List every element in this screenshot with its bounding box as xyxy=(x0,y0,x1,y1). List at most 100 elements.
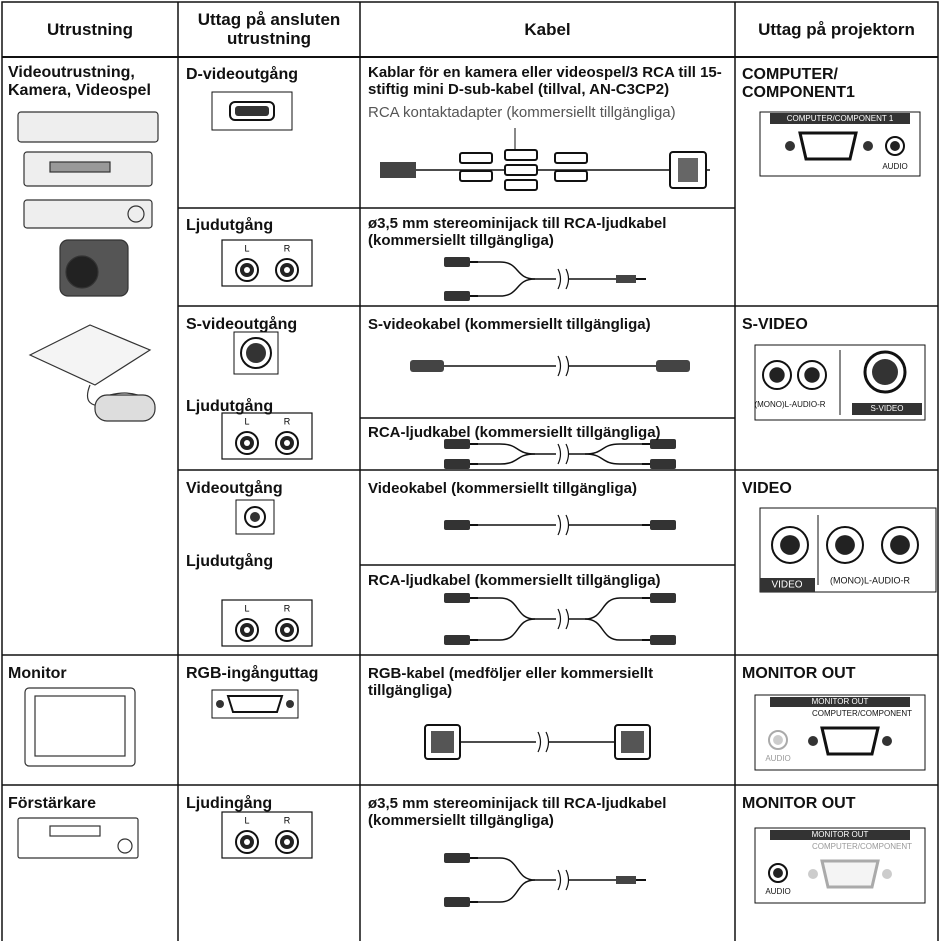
cable-break xyxy=(556,874,568,886)
cable: RCA-ljudkabel (kommersiellt tillgängliga… xyxy=(368,572,661,589)
plug xyxy=(616,275,636,283)
device xyxy=(28,324,152,386)
panel-strip xyxy=(770,830,910,840)
cable: RCA-ljudkabel (kommersiellt tillgängliga… xyxy=(368,424,661,441)
panel-strip xyxy=(852,403,922,415)
panel-label: VIDEO xyxy=(771,580,802,591)
terminal: VIDEO xyxy=(742,480,792,497)
panel-jack xyxy=(808,869,818,879)
jack-label: R xyxy=(284,603,291,613)
jack xyxy=(284,627,290,633)
jack xyxy=(244,267,250,273)
cable xyxy=(584,443,650,455)
panel-jack xyxy=(773,868,783,878)
terminal: MONITOR OUT xyxy=(742,795,856,812)
jack xyxy=(284,440,290,446)
panel-jack xyxy=(890,535,910,555)
cable-note: RCA kontaktadapter (kommersiellt tillgän… xyxy=(368,104,676,121)
plug xyxy=(504,179,538,191)
cable: Videokabel (kommersiellt tillgängliga) xyxy=(368,480,637,497)
panel-label: COMPUTER/COMPONENT xyxy=(812,709,912,718)
cable xyxy=(470,879,536,903)
device xyxy=(23,199,153,229)
jack xyxy=(250,512,260,522)
jack xyxy=(226,695,284,713)
cable xyxy=(584,453,650,465)
panel-jack xyxy=(882,736,892,746)
terminal: S-VIDEO xyxy=(742,316,808,333)
cable xyxy=(470,597,536,620)
panel-label: AUDIO xyxy=(765,754,790,763)
plug xyxy=(444,897,470,907)
cable-break xyxy=(557,443,570,465)
jack xyxy=(244,627,250,633)
jack xyxy=(244,440,250,446)
panel-label: MONITOR OUT xyxy=(812,697,869,706)
equipment: Videoutrustning, Kamera, Videospel xyxy=(8,64,151,100)
cable: S-videokabel (kommersiellt tillgängliga) xyxy=(368,316,651,333)
plug xyxy=(380,162,416,178)
jack xyxy=(246,343,266,363)
panel-jack xyxy=(863,141,873,151)
plug xyxy=(650,439,676,449)
panel-label: COMPUTER/COMPONENT xyxy=(812,842,912,851)
panel-jack xyxy=(808,736,818,746)
panel-jack xyxy=(820,726,880,756)
cable-break xyxy=(556,273,568,285)
header-cell: Utrustning xyxy=(47,19,133,39)
cable-break xyxy=(556,360,568,372)
panel-label: MONITOR OUT xyxy=(812,830,869,839)
jack-label: R xyxy=(284,416,291,426)
equipment: Monitor xyxy=(8,665,67,682)
plug xyxy=(444,853,470,863)
device xyxy=(94,394,156,422)
plug xyxy=(444,520,470,530)
output: RGB-ingånguttag xyxy=(186,665,319,682)
cable-break xyxy=(557,514,570,536)
cable xyxy=(584,597,650,620)
cable: ø3,5 mm stereominijack till RCA-ljudkabe… xyxy=(368,795,667,830)
panel-jack xyxy=(773,735,783,745)
cable-break xyxy=(557,608,570,630)
jack-panel xyxy=(221,811,313,859)
plug xyxy=(444,257,470,267)
jack-panel xyxy=(221,239,313,287)
panel-jack xyxy=(882,869,892,879)
jack xyxy=(286,700,294,708)
panel-label: AUDIO xyxy=(882,162,907,171)
output: Ljudingång xyxy=(186,795,273,812)
plug xyxy=(650,459,676,469)
jack xyxy=(284,267,290,273)
header-cell: Uttag på ansluten utrustning xyxy=(197,10,341,48)
jack-label: L xyxy=(244,243,249,253)
terminal: COMPUTER/ COMPONENT1 xyxy=(742,66,855,102)
output: Ljudutgång xyxy=(186,553,274,570)
plug xyxy=(656,360,690,372)
cable xyxy=(470,618,536,641)
panel-jack xyxy=(872,359,898,385)
cable xyxy=(470,278,536,297)
plug xyxy=(444,635,470,645)
cable-break xyxy=(557,869,570,891)
device xyxy=(17,111,159,143)
output: Ljudutgång xyxy=(186,217,274,234)
cable-break xyxy=(556,613,568,625)
device xyxy=(34,695,126,757)
device xyxy=(49,825,101,837)
header-cell: Uttag på projektorn xyxy=(758,19,915,39)
output: Videoutgång xyxy=(186,480,283,497)
plug xyxy=(459,152,493,164)
panel-jack xyxy=(769,367,785,383)
jack-label: R xyxy=(284,815,291,825)
plug xyxy=(444,291,470,301)
header-cell: Kabel xyxy=(524,19,571,39)
jack xyxy=(235,106,269,116)
panel-label: (MONO)L-AUDIO-R xyxy=(830,575,910,585)
plug xyxy=(616,876,636,884)
cable-break xyxy=(556,519,568,531)
panel-jack xyxy=(804,367,820,383)
panel-label: COMPUTER/COMPONENT 1 xyxy=(787,114,894,123)
jack-panel xyxy=(221,599,313,647)
